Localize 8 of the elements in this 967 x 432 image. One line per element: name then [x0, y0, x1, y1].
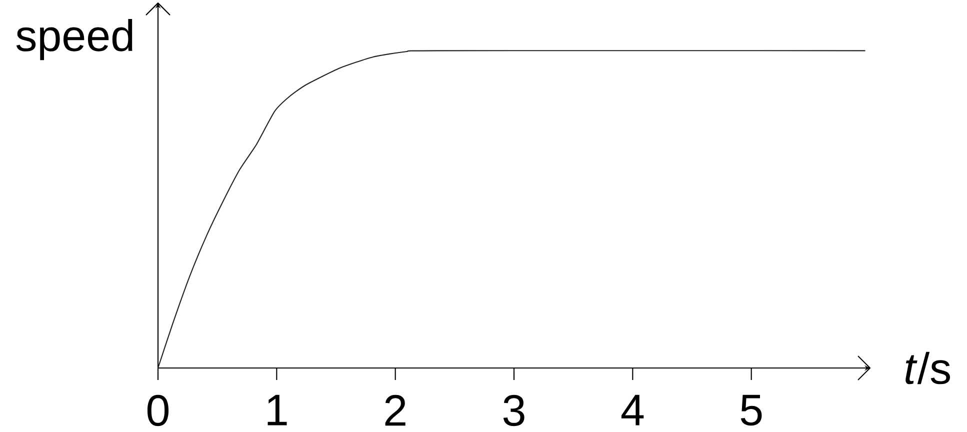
x-tick-label: 1: [268, 394, 287, 426]
y-axis-title: speed: [16, 19, 132, 60]
x-axis-title: t/s: [906, 352, 950, 384]
x-tick-label: 0: [147, 394, 169, 426]
x-tick-label: 2: [385, 394, 406, 426]
x-tick-label: 3: [503, 394, 524, 426]
x-tick-label: 4: [621, 394, 644, 426]
x-tick-label: 5: [740, 394, 762, 426]
